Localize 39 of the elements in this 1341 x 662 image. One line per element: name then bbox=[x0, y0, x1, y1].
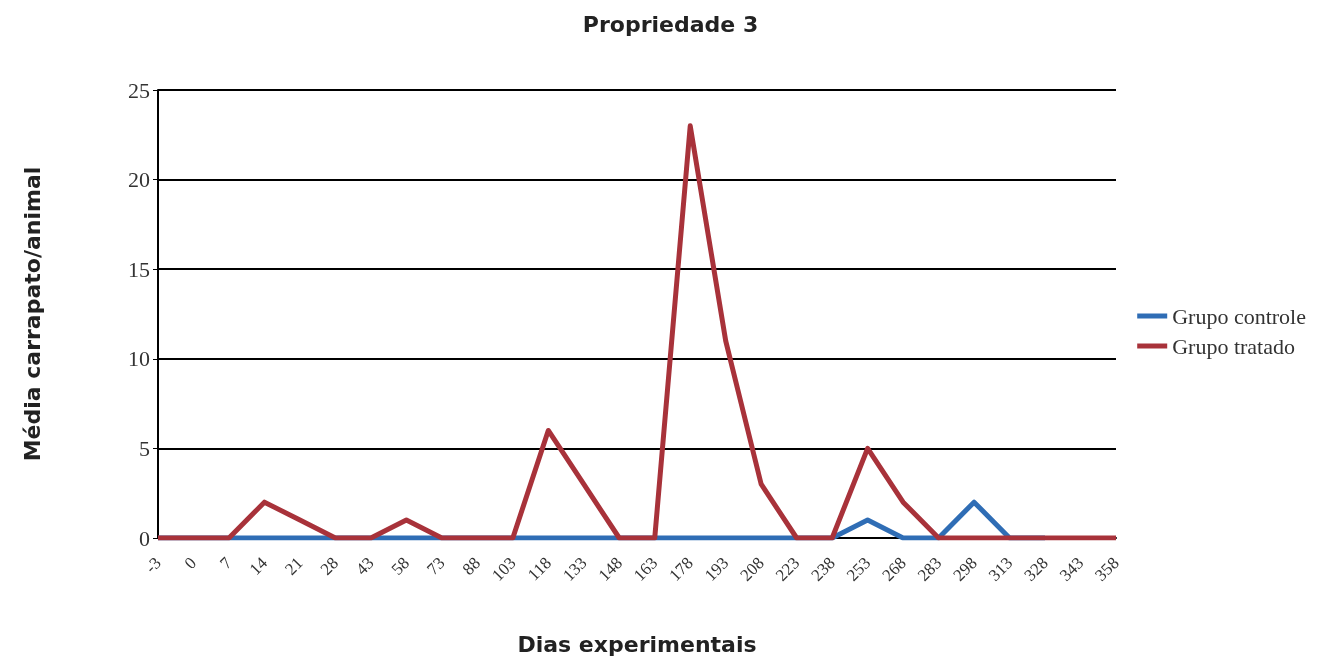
x-tick-label: 58 bbox=[387, 553, 414, 579]
x-tick-label: 133 bbox=[559, 553, 591, 585]
x-tick-label: 343 bbox=[1055, 553, 1088, 585]
x-tick-label: 7 bbox=[216, 553, 236, 573]
x-tick-label: 0 bbox=[180, 553, 201, 573]
x-tick-label: 223 bbox=[771, 553, 804, 585]
x-tick-label: 208 bbox=[736, 553, 768, 585]
x-tick-label: 358 bbox=[1091, 553, 1123, 585]
chart-title: Propriedade 3 bbox=[582, 11, 759, 37]
y-tick-label: 5 bbox=[139, 435, 150, 461]
x-tick-label: 118 bbox=[524, 553, 556, 585]
x-tick-label: 14 bbox=[245, 552, 272, 579]
x-tick-label: 298 bbox=[949, 553, 981, 585]
x-tick-label: 238 bbox=[807, 553, 839, 585]
y-tick-label: 20 bbox=[128, 167, 150, 193]
x-tick-label: 28 bbox=[316, 553, 343, 579]
x-tick-label: 73 bbox=[423, 553, 449, 579]
y-tick-label: 25 bbox=[128, 77, 150, 103]
y-tick-label: 15 bbox=[128, 256, 150, 282]
x-tick-label: 163 bbox=[630, 553, 662, 585]
y-tick-label: 10 bbox=[128, 346, 150, 372]
x-tick-label: -3 bbox=[141, 553, 165, 577]
x-tick-label: 193 bbox=[700, 553, 733, 585]
x-tick-label: 178 bbox=[665, 553, 697, 585]
x-tick-label: 253 bbox=[842, 553, 875, 585]
x-tick-label: 283 bbox=[913, 553, 946, 585]
x-tick-label: 21 bbox=[281, 553, 307, 579]
x-tick-label: 313 bbox=[984, 553, 1017, 585]
x-tick-label: 328 bbox=[1020, 553, 1052, 585]
x-tick-label: 103 bbox=[488, 553, 520, 585]
x-tick-label: 268 bbox=[878, 553, 910, 585]
y-axis-title: Média carrapato/animal bbox=[19, 166, 45, 462]
x-tick-label: 43 bbox=[352, 553, 378, 579]
x-tick-label: 88 bbox=[458, 553, 485, 579]
y-tick-label: 0 bbox=[139, 525, 150, 551]
x-tick-label: 148 bbox=[594, 553, 626, 585]
x-axis-title: Dias experimentais bbox=[517, 631, 757, 657]
legend-label: Grupo controle bbox=[1172, 303, 1306, 329]
legend-label: Grupo tratado bbox=[1172, 333, 1295, 359]
